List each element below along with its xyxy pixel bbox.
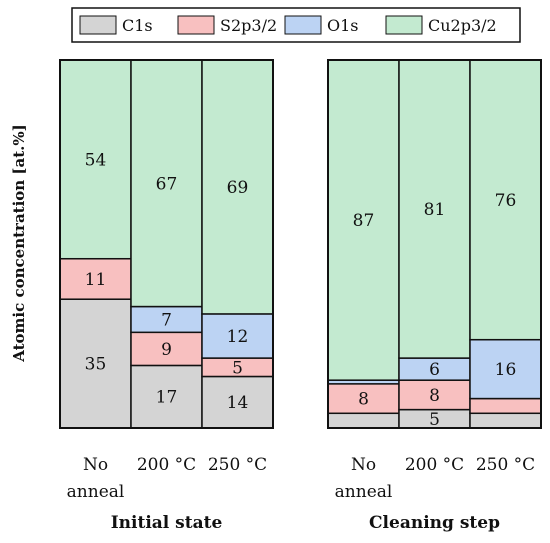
bar-segment-cu2p3-2 [201, 59, 274, 315]
bar-segment-cu2p3-2 [130, 59, 203, 308]
legend-label-o1s: O1s [327, 16, 359, 35]
x-tick-label: 250 °C [208, 455, 267, 475]
panel-title: Cleaning step [369, 513, 500, 533]
x-tick-label: anneal [67, 482, 125, 502]
data-label-c1s: 17 [156, 388, 178, 408]
bar-segment-s2p3-2 [327, 383, 400, 415]
bar-segment-cu2p3-2 [398, 59, 471, 359]
legend-label-cu2p3-2: Cu2p3/2 [428, 16, 497, 35]
legend-swatch-o1s [284, 15, 322, 35]
data-label-cu2p3-2: 87 [353, 211, 375, 231]
data-label-o1s: 16 [495, 360, 517, 380]
panel-title: Initial state [111, 513, 223, 533]
data-label-cu2p3-2: 81 [424, 200, 446, 220]
bar-segment-cu2p3-2 [59, 59, 132, 260]
x-tick-label: 250 °C [476, 455, 535, 475]
data-label-o1s: 7 [161, 310, 172, 330]
data-label-cu2p3-2: 69 [227, 178, 249, 198]
bar-segment-c1s [469, 412, 542, 429]
bar-segment-o1s [130, 305, 203, 334]
bar-segment-o1s [469, 338, 542, 400]
data-label-c1s: 14 [227, 393, 249, 413]
legend: C1s S2p3/2 O1s Cu2p3/2 [71, 7, 521, 43]
x-tick-label: No [83, 455, 108, 475]
data-label-c1s: 35 [85, 355, 107, 375]
bar-segment-c1s [327, 412, 400, 429]
data-label-s2p3-2: 8 [358, 390, 369, 410]
x-tick-label: anneal [335, 482, 393, 502]
legend-label-s2p3-2: S2p3/2 [220, 16, 277, 35]
x-tick-label: No [351, 455, 376, 475]
panel-frame [327, 59, 542, 429]
legend-swatch-s2p3-2 [177, 15, 215, 35]
legend-swatch-c1s [79, 15, 117, 35]
data-label-c1s: 5 [429, 410, 440, 430]
bar-segment-cu2p3-2 [327, 59, 400, 381]
data-label-s2p3-2: 11 [85, 270, 107, 290]
legend-label-c1s: C1s [122, 16, 153, 35]
bar-segment-s2p3-2 [469, 397, 542, 415]
data-label-o1s: 6 [429, 360, 440, 380]
data-label-cu2p3-2: 67 [156, 174, 178, 194]
data-label-cu2p3-2: 54 [85, 150, 107, 170]
bar-segment-c1s [59, 298, 132, 429]
data-label-s2p3-2: 8 [429, 386, 440, 406]
x-tick-label: 200 °C [137, 455, 196, 475]
legend-swatch-cu2p3-2 [385, 15, 423, 35]
data-label-o1s: 12 [227, 327, 249, 347]
data-label-s2p3-2: 9 [161, 340, 172, 360]
panel-frame [59, 59, 274, 429]
x-tick-label: 200 °C [405, 455, 464, 475]
panel-cleaning-step: 8 87 No anneal 5 8 6 81 200 °C 16 76 250 °C Cleaning… [327, 59, 542, 533]
bar-segment-s2p3-2 [130, 331, 203, 367]
bar-segment-cu2p3-2 [469, 59, 542, 341]
y-axis-label: Atomic concentration [at.%] [10, 124, 28, 363]
data-label-cu2p3-2: 76 [495, 191, 517, 211]
data-label-s2p3-2: 5 [232, 358, 243, 378]
panel-initial-state: 35 11 54 No anneal 17 9 7 67 200 °C 14 5 12 69 250 °C I… [59, 59, 274, 533]
